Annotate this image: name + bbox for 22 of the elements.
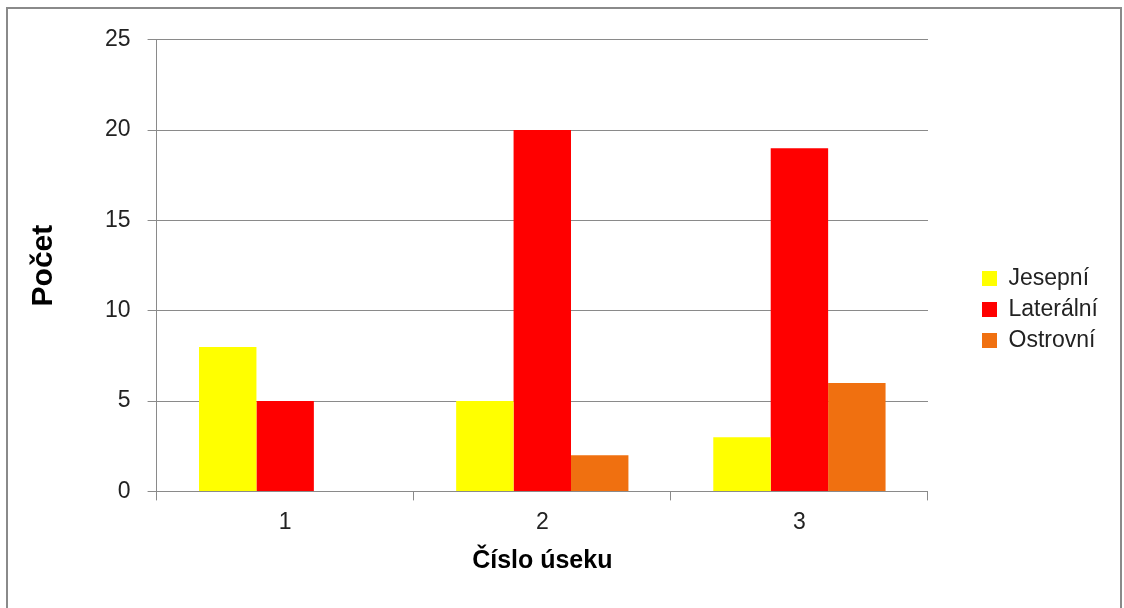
- x-tick-label: 1: [278, 507, 292, 534]
- bar: [770, 148, 829, 491]
- x-axis-title: Číslo úseku: [472, 543, 613, 573]
- bar: [513, 130, 571, 491]
- y-tick-label: 20: [104, 115, 131, 142]
- y-tick-label: 10: [104, 296, 131, 323]
- bar: [199, 346, 257, 491]
- y-tick-label: 15: [104, 205, 131, 232]
- y-tick-label: 0: [117, 476, 131, 503]
- y-tick-label: 5: [117, 386, 131, 413]
- bar: [456, 401, 514, 491]
- y-tick-label: 25: [104, 25, 131, 52]
- bar: [256, 401, 314, 491]
- legend-label: Laterální: [1008, 294, 1099, 321]
- x-tick-label: 2: [535, 507, 549, 534]
- y-axis-title: Počet: [25, 224, 59, 307]
- legend-label: Jesepní: [1008, 263, 1090, 290]
- bar: [828, 383, 886, 491]
- bar: [571, 455, 629, 491]
- x-tick-label: 3: [793, 507, 806, 534]
- bar: [713, 437, 771, 491]
- legend-label: Ostrovní: [1008, 325, 1097, 352]
